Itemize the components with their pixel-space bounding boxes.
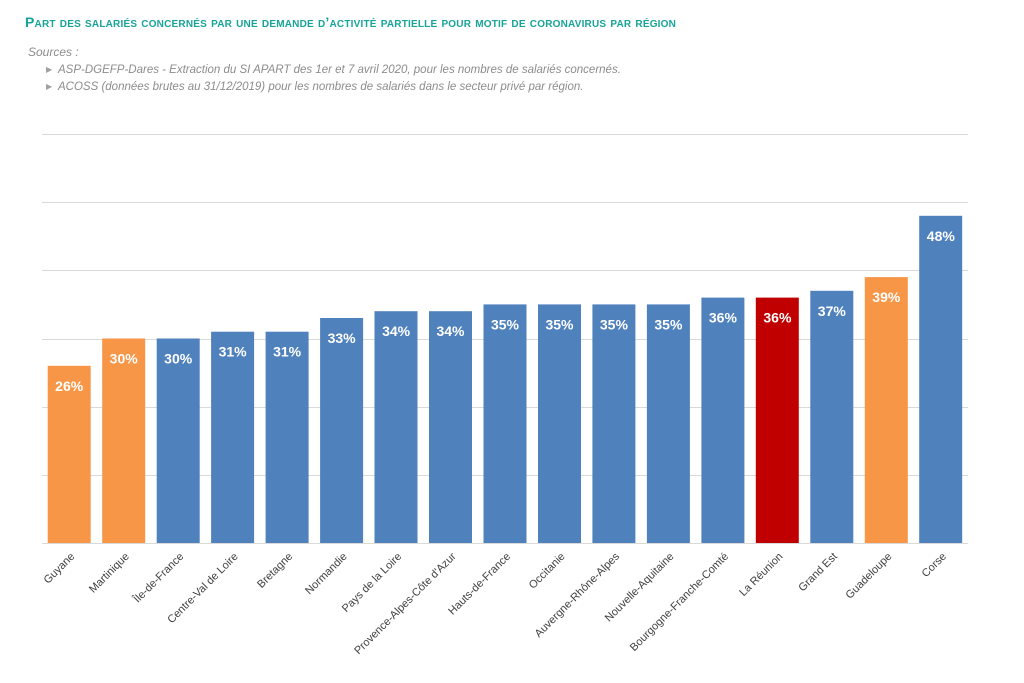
bar xyxy=(374,311,418,543)
bar xyxy=(483,304,527,543)
x-tick-label: Guyane xyxy=(42,551,78,587)
data-label: 36% xyxy=(709,310,738,326)
data-label: 33% xyxy=(328,330,357,346)
x-tick-labels: Guyane Martinique Île-de-FranceCentre-Val … xyxy=(42,550,949,657)
bar xyxy=(47,365,91,543)
x-tick-label: Martinique xyxy=(87,551,132,596)
data-label: 39% xyxy=(872,289,901,305)
bar xyxy=(864,277,908,543)
bar xyxy=(810,290,854,543)
data-label: 34% xyxy=(382,323,411,339)
bar xyxy=(102,338,146,543)
sources-label: Sources : xyxy=(28,45,79,59)
x-tick-label: Grand Est xyxy=(796,551,840,595)
bar xyxy=(156,338,200,543)
data-label: 31% xyxy=(273,344,302,360)
data-label: 26% xyxy=(55,378,84,394)
bullet-icon: ▶ xyxy=(46,82,53,91)
x-tick-label: Occitanie xyxy=(527,551,568,592)
data-label: 30% xyxy=(110,351,139,367)
x-tick-label: Bretagne xyxy=(255,551,295,591)
data-label: 36% xyxy=(763,310,792,326)
data-label: 48% xyxy=(927,228,956,244)
data-label: 34% xyxy=(436,323,465,339)
data-label: 35% xyxy=(654,316,683,332)
x-tick-label: La Réunion xyxy=(737,551,785,599)
bar xyxy=(320,318,364,543)
data-label: 37% xyxy=(818,303,847,319)
bar xyxy=(646,304,690,543)
chart-title: Part des salariés concernés par une dema… xyxy=(25,14,677,30)
x-tick-label: Île-de-France xyxy=(130,550,186,606)
bar xyxy=(538,304,581,543)
data-labels: 26% 30% 30% 31% 31% 33% 34% 34% 35% 35% 35% 35% 36% 3… xyxy=(55,228,955,394)
bar xyxy=(919,215,963,544)
source-item: ▶ ACOSS (données brutes au 31/12/2019) po… xyxy=(46,81,583,93)
bar xyxy=(755,297,799,543)
data-label: 35% xyxy=(491,316,520,332)
bar xyxy=(592,304,636,543)
x-tick-label: Provence-Alpes-Côte d'Azur xyxy=(352,550,459,657)
source-text: ACOSS (données brutes au 31/12/2019) pou… xyxy=(58,81,584,93)
bullet-icon: ▶ xyxy=(46,65,53,74)
data-label: 31% xyxy=(219,344,248,360)
bar xyxy=(265,331,309,543)
bar xyxy=(701,297,745,543)
x-tick-label: Guadeloupe xyxy=(844,551,895,602)
x-tick-label: Corse xyxy=(920,551,949,580)
bar xyxy=(211,331,255,543)
data-label: 35% xyxy=(545,316,574,332)
data-label: 35% xyxy=(600,316,629,332)
x-tick-label: Normandie xyxy=(303,551,350,598)
x-tick-label: Bourgogne-Franche-Comté xyxy=(628,551,731,654)
source-text: ASP-DGEFP-Dares - Extraction du SI APART… xyxy=(58,64,621,76)
bar xyxy=(429,311,472,543)
data-label: 30% xyxy=(164,351,193,367)
source-item: ▶ ASP-DGEFP-Dares - Extraction du SI APAR… xyxy=(46,64,621,76)
bars xyxy=(47,215,963,544)
